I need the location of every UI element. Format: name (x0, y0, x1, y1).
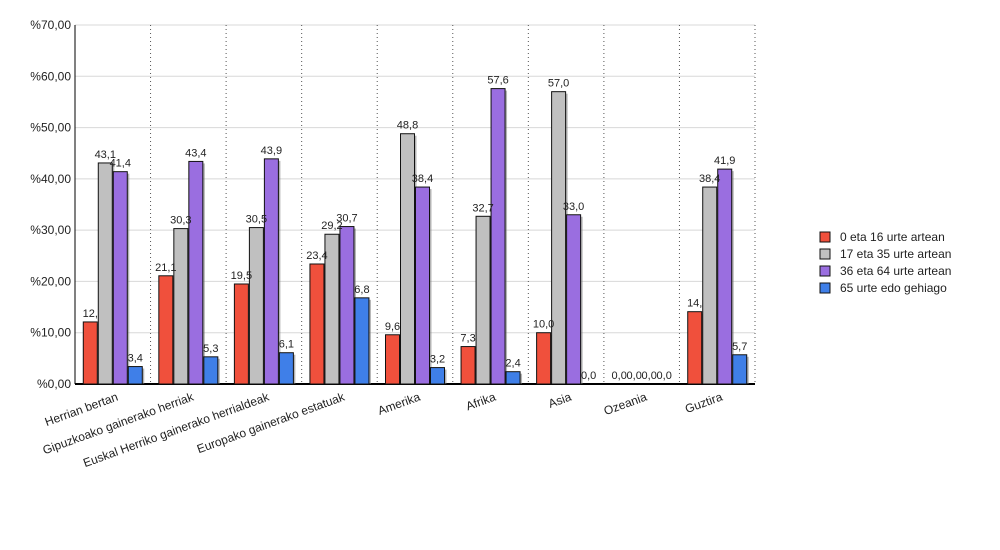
legend-swatch (819, 231, 831, 243)
data-label: 0,0 (627, 370, 642, 382)
data-label: 33,0 (563, 201, 584, 213)
bar (536, 332, 552, 385)
bar (687, 311, 703, 385)
data-label: 7,3 (460, 333, 475, 345)
data-label: 21,1 (155, 262, 176, 274)
y-tick-label: %20,00 (30, 274, 71, 288)
bar (385, 334, 400, 385)
category-label: Amerika (376, 390, 422, 418)
legend: 0 eta 16 urte artean 17 eta 35 urte artea… (819, 230, 951, 295)
bar (566, 214, 582, 385)
data-label: 12, (83, 308, 98, 320)
axes: %0,00 %10,00 %20,00 %30,00 %40,00 %50,00 %60,0… (30, 18, 755, 470)
category-label: Guztira (683, 390, 724, 416)
category-label: Europako gainerako estatuak (195, 389, 347, 456)
bar (551, 91, 567, 385)
data-label: 0,0 (581, 370, 596, 382)
data-label: 19,5 (231, 270, 252, 282)
data-label: 2,4 (505, 358, 520, 370)
data-label: 38,4 (699, 173, 720, 185)
y-tick-label: %10,00 (30, 326, 71, 340)
data-label: 38,4 (412, 173, 433, 185)
bar (732, 354, 748, 385)
category-label: Ozeania (602, 390, 649, 419)
legend-label: 36 eta 64 urte artean (840, 264, 951, 278)
bar (82, 321, 98, 385)
bar (339, 226, 355, 385)
bar (188, 160, 204, 385)
bar (233, 283, 249, 385)
y-tick-label: %50,00 (30, 121, 71, 135)
bar (354, 297, 370, 385)
bar (702, 186, 718, 385)
legend-label: 0 eta 16 urte artean (840, 230, 945, 244)
data-labels: 12, 21,1 19,5 23,4 9,6 7,3 10,0 0,0 14, 43,1 30,3 3… (83, 75, 748, 382)
data-label: 10,0 (533, 319, 554, 331)
data-label: 5,3 (203, 343, 218, 355)
data-label: 57,0 (548, 78, 569, 90)
y-tick-label: %70,00 (30, 18, 71, 32)
data-label: 48,8 (397, 120, 418, 132)
data-label: 3,4 (128, 353, 143, 365)
category-label: Afrika (464, 390, 498, 414)
bar (112, 171, 128, 385)
data-label: 0,0 (642, 370, 657, 382)
bar (490, 88, 506, 385)
data-label: 0,0 (612, 370, 627, 382)
data-label: 30,5 (246, 214, 267, 226)
y-tick-label: %0,00 (37, 377, 71, 391)
bar (505, 371, 521, 385)
bar (173, 228, 189, 385)
data-label: 9,6 (385, 321, 400, 333)
bar (97, 162, 113, 385)
data-label: 43,9 (261, 145, 282, 157)
bar (278, 352, 294, 385)
bar (475, 215, 491, 385)
y-tick-label: %60,00 (30, 69, 71, 83)
bar (324, 233, 340, 385)
bar (460, 346, 476, 385)
data-label: 0,0 (657, 370, 672, 382)
bar (415, 186, 430, 385)
bar (717, 168, 733, 385)
bar (430, 367, 445, 385)
data-label: 30,7 (336, 213, 357, 225)
data-label: 30,3 (170, 215, 191, 227)
category-label: Asia (546, 390, 573, 411)
bar (263, 158, 279, 385)
data-label: 57,6 (487, 75, 508, 87)
bar (158, 275, 174, 385)
bar (309, 263, 325, 385)
bars (82, 88, 749, 385)
bar (127, 366, 143, 385)
legend-swatch (819, 282, 831, 294)
data-label: 6,8 (354, 284, 369, 296)
bar (203, 356, 219, 385)
data-label: 43,1 (95, 149, 116, 161)
data-label: 29,2 (321, 220, 342, 232)
data-label: 32,7 (472, 202, 493, 214)
legend-label: 17 eta 35 urte artean (840, 247, 951, 261)
data-label: 5,7 (732, 341, 747, 353)
data-label: 6,1 (279, 339, 294, 351)
y-tick-label: %40,00 (30, 172, 71, 186)
data-label: 3,2 (430, 354, 445, 366)
y-tick-label: %30,00 (30, 223, 71, 237)
legend-swatch (819, 265, 831, 277)
data-label: 41,9 (714, 155, 735, 167)
bar (248, 227, 264, 385)
legend-label: 65 urte edo gehiago (840, 281, 947, 295)
data-label: 23,4 (306, 250, 327, 262)
data-label: 14, (687, 298, 702, 310)
data-label: 41,4 (110, 158, 131, 170)
data-label: 43,4 (185, 147, 206, 159)
bar (400, 133, 415, 385)
legend-swatch (819, 248, 831, 260)
